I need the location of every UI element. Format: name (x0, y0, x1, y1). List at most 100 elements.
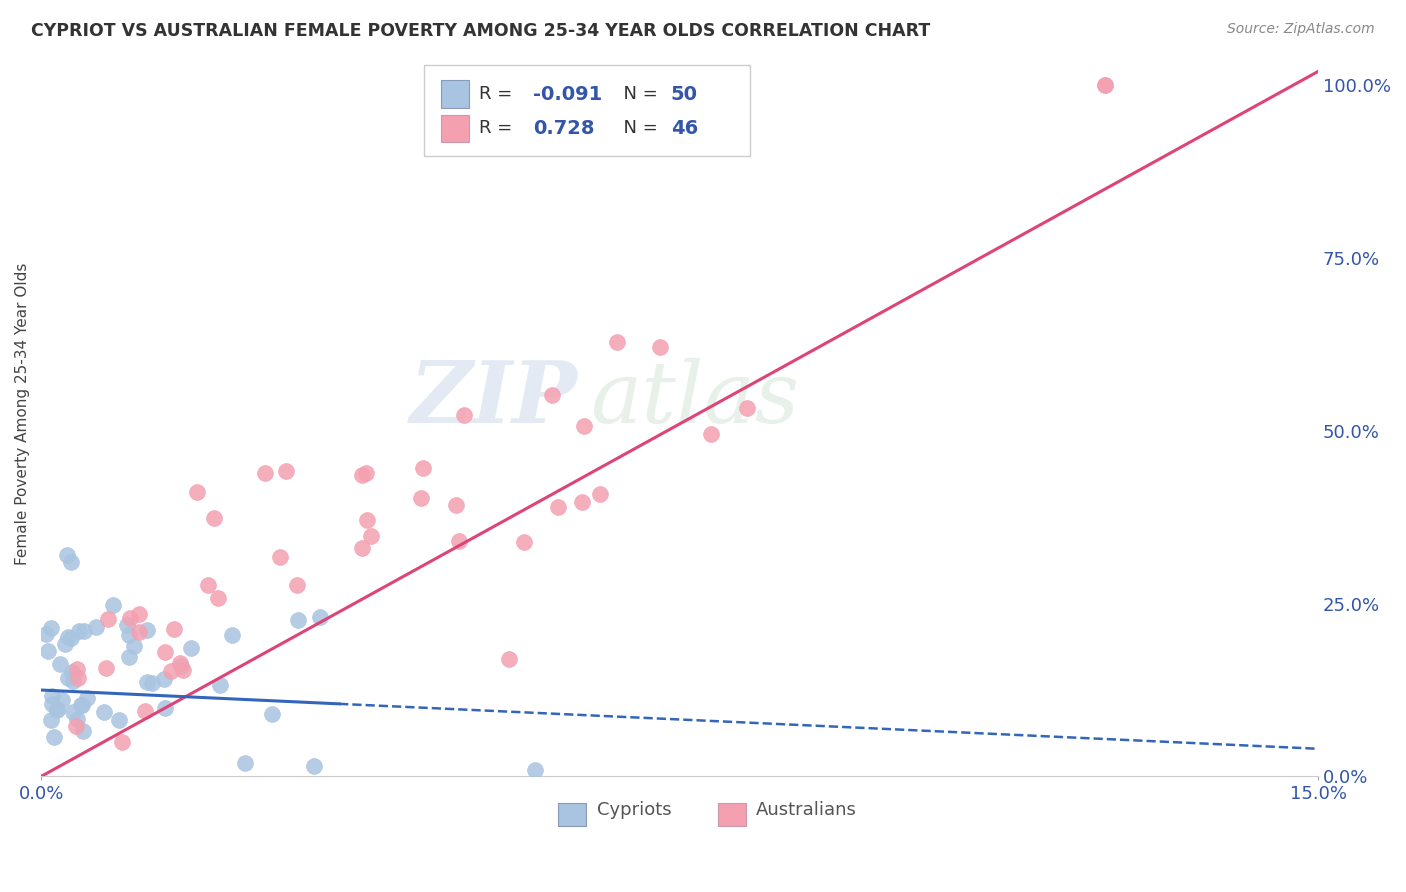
Point (66, 712, 89, 726)
Point (269, 549, 291, 564)
Point (97, 612, 120, 626)
Point (444, 498, 467, 512)
Point (197, 578, 219, 592)
Point (45, 702, 67, 716)
Text: 0.728: 0.728 (533, 119, 595, 138)
Point (513, 534, 536, 549)
Bar (441, 80, 470, 108)
Text: Cypriots: Cypriots (596, 801, 671, 819)
Point (62, 673, 84, 688)
Point (73, 624, 96, 638)
Point (1094, 78, 1116, 93)
Point (134, 704, 156, 718)
Point (360, 529, 382, 543)
Point (58, 671, 80, 685)
Point (571, 495, 593, 509)
Bar (718, 804, 747, 826)
Point (160, 664, 183, 678)
Text: ZIP: ZIP (409, 358, 578, 441)
Point (41, 621, 63, 635)
Point (208, 677, 231, 691)
Point (37, 644, 59, 658)
Point (58, 630, 80, 644)
Point (55, 548, 77, 562)
Point (135, 624, 157, 638)
Point (498, 652, 520, 666)
Point (260, 706, 283, 721)
Point (51, 693, 73, 707)
Point (136, 675, 159, 690)
Point (93, 706, 115, 720)
Point (274, 465, 297, 479)
Point (287, 613, 309, 627)
Point (62, 665, 84, 679)
Text: -0.091: -0.091 (533, 85, 602, 103)
Point (35, 626, 58, 640)
Point (86, 620, 108, 634)
Point (66, 662, 89, 676)
Point (153, 644, 176, 658)
Point (735, 401, 758, 416)
Point (111, 734, 134, 748)
Text: atlas: atlas (591, 358, 800, 441)
Point (128, 607, 150, 621)
Point (308, 610, 330, 624)
Point (67, 624, 90, 639)
Point (41, 713, 63, 727)
Text: N =: N = (612, 120, 664, 137)
Point (547, 500, 569, 514)
Text: Source: ZipAtlas.com: Source: ZipAtlas.com (1227, 22, 1375, 37)
Point (235, 756, 257, 770)
Point (589, 487, 612, 501)
Point (42, 730, 65, 744)
Point (1094, 78, 1116, 93)
Point (412, 461, 434, 475)
FancyBboxPatch shape (425, 65, 749, 156)
Point (163, 622, 186, 636)
Bar (558, 804, 586, 826)
Point (254, 466, 277, 480)
Point (41, 689, 63, 703)
Point (352, 541, 374, 555)
Bar (441, 114, 470, 142)
Point (120, 610, 142, 624)
Point (94, 661, 117, 675)
Point (152, 672, 174, 686)
Point (70, 698, 93, 713)
Point (523, 763, 546, 777)
Point (541, 387, 564, 401)
Text: 50: 50 (671, 85, 697, 103)
Point (122, 639, 145, 653)
Point (72, 724, 94, 739)
Point (48, 657, 70, 671)
Point (207, 591, 229, 605)
Point (128, 625, 150, 640)
Point (352, 467, 374, 482)
Point (60, 631, 83, 645)
Point (356, 466, 378, 480)
Point (169, 656, 191, 670)
Point (46, 703, 69, 717)
Point (172, 663, 194, 677)
Point (59, 555, 82, 569)
Point (155, 700, 177, 714)
Point (699, 427, 721, 442)
Point (453, 409, 475, 423)
Point (302, 759, 325, 773)
Text: N =: N = (612, 86, 664, 103)
Point (170, 658, 193, 673)
Point (70, 698, 93, 712)
Text: CYPRIOT VS AUSTRALIAN FEMALE POVERTY AMONG 25-34 YEAR OLDS CORRELATION CHART: CYPRIOT VS AUSTRALIAN FEMALE POVERTY AMO… (31, 22, 931, 40)
Point (65, 719, 87, 733)
Point (66, 671, 89, 685)
Point (55, 638, 77, 652)
Text: R =: R = (479, 86, 519, 103)
Point (449, 533, 471, 548)
Point (202, 511, 225, 525)
Point (41, 697, 63, 711)
Text: Australians: Australians (756, 801, 858, 819)
Point (108, 714, 131, 728)
Point (285, 578, 308, 592)
Point (574, 419, 596, 434)
Point (180, 640, 202, 655)
